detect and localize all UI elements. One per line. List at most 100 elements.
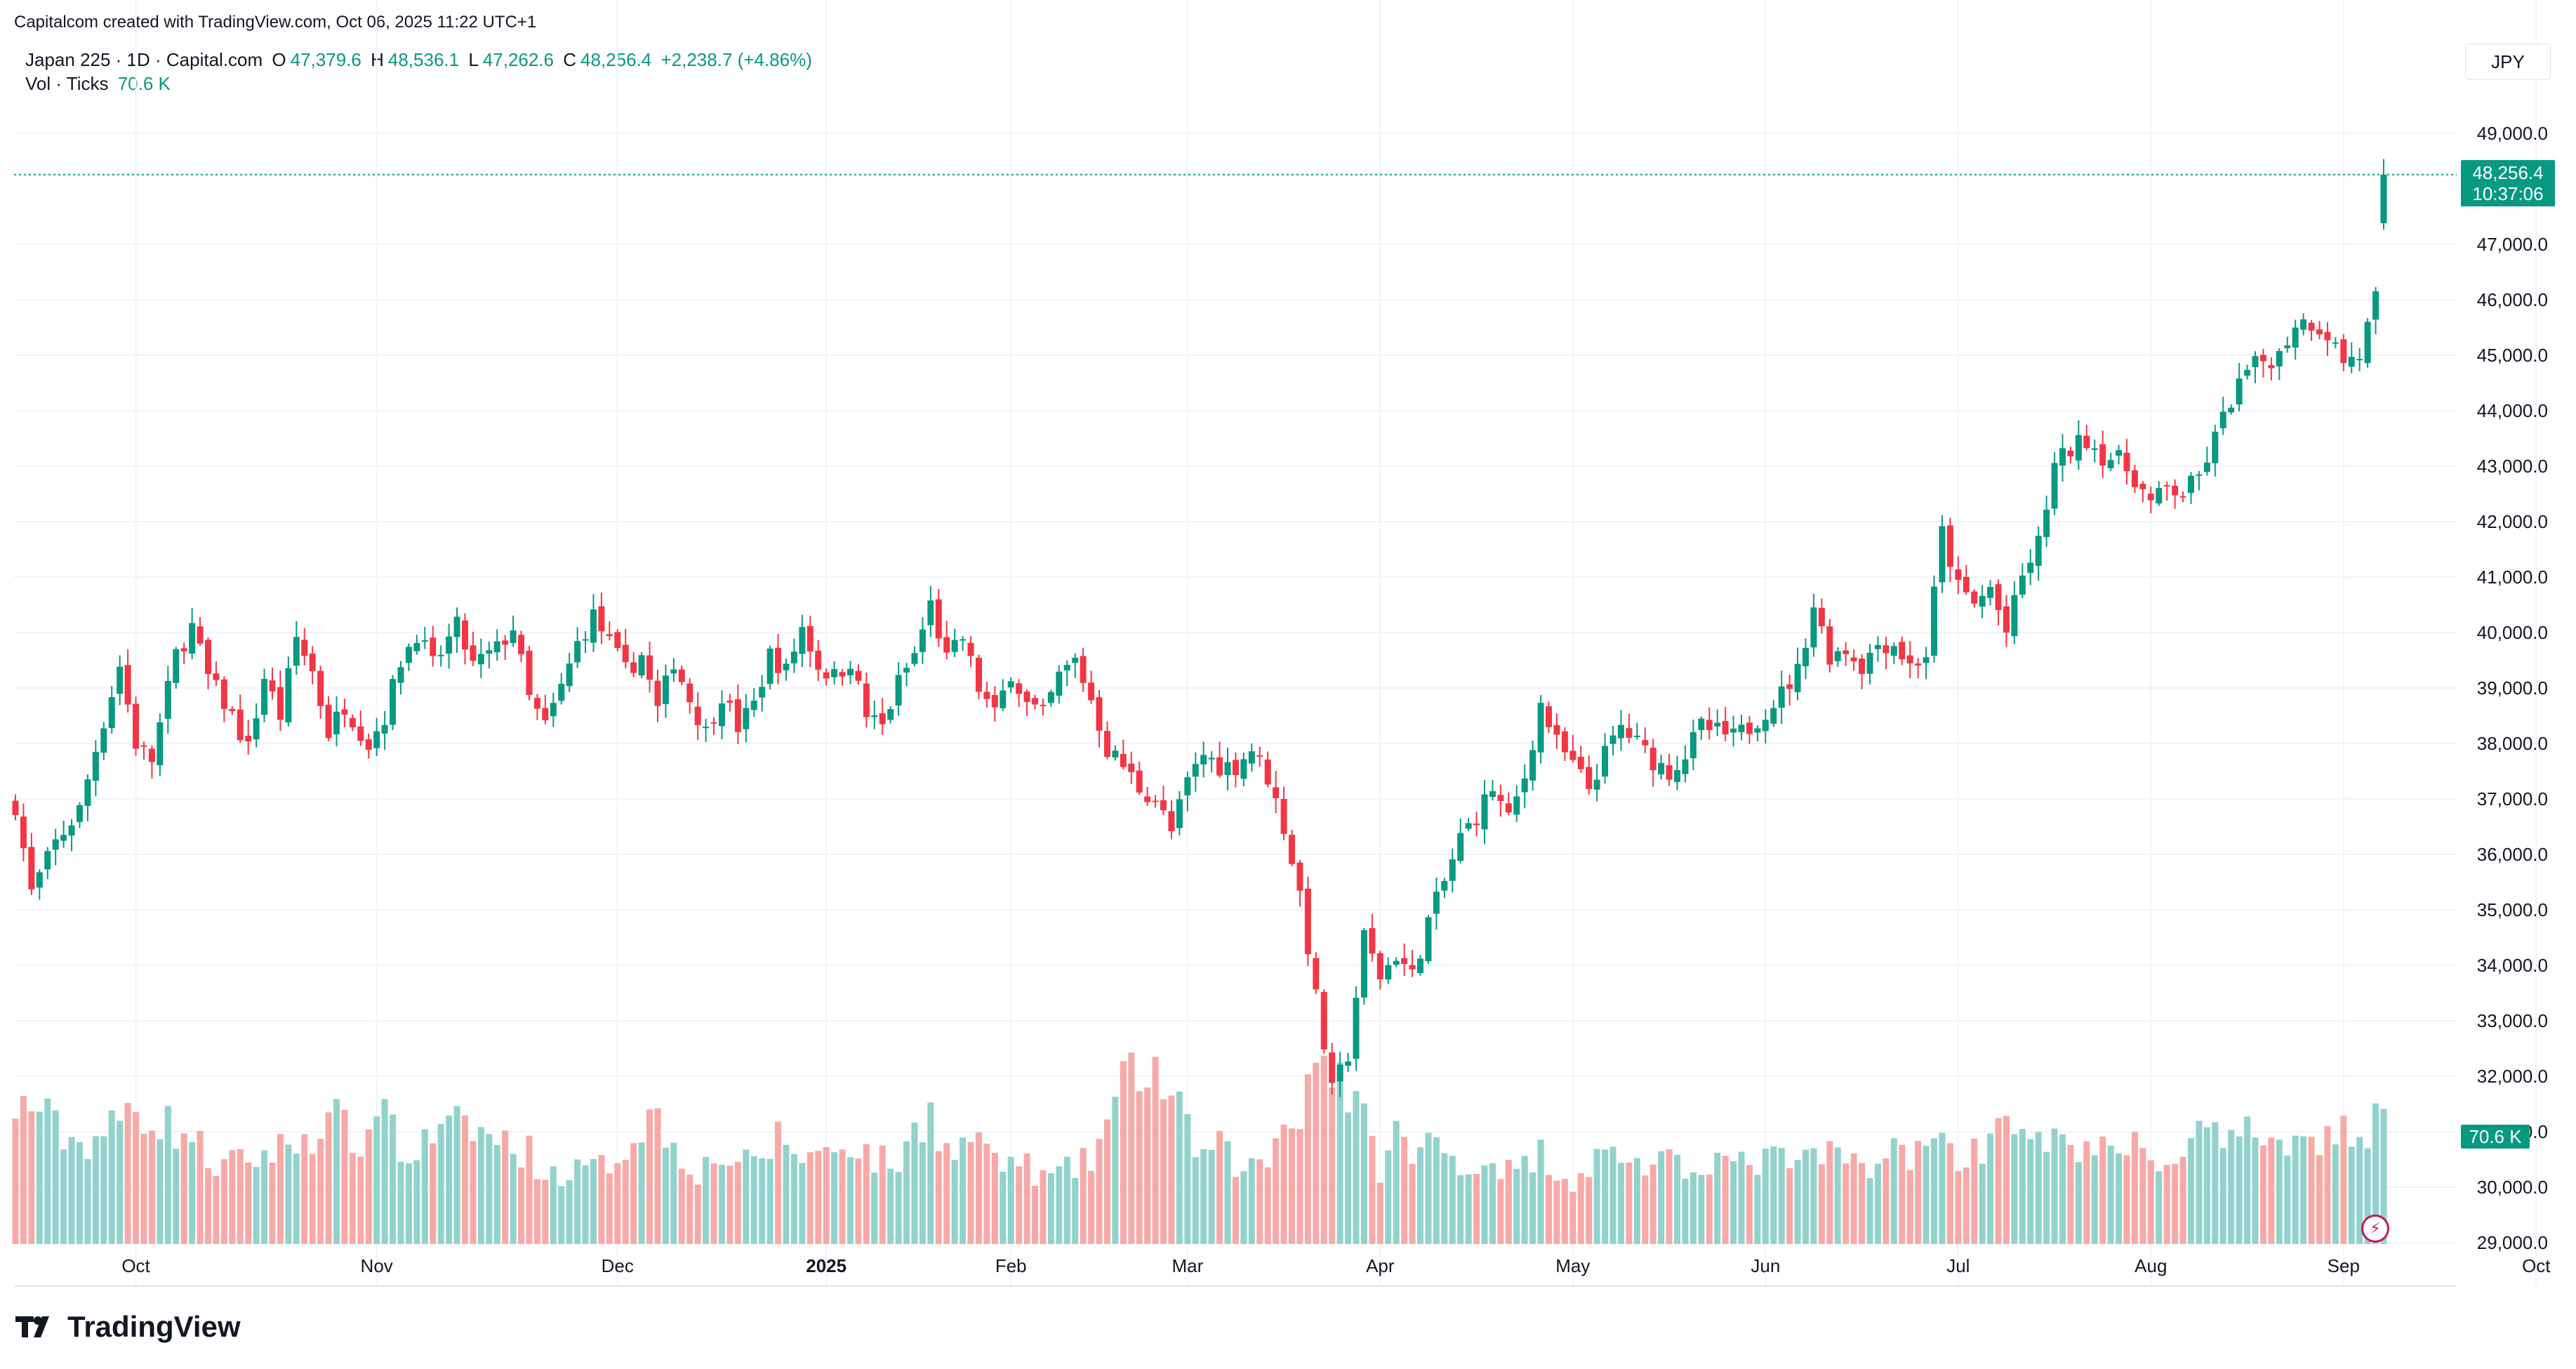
candle-body xyxy=(446,636,453,654)
candle-body xyxy=(2332,342,2339,344)
price-tick-label: 33,000.0 xyxy=(2477,1010,2548,1031)
volume-bar xyxy=(2300,1136,2307,1244)
candle-body xyxy=(1505,803,1512,813)
candle-body xyxy=(405,647,412,663)
volume-bar xyxy=(935,1151,942,1244)
candle-body xyxy=(743,708,750,729)
candle-body xyxy=(1063,665,1070,671)
candle-body xyxy=(2324,331,2331,340)
currency-unit-button[interactable]: JPY xyxy=(2465,44,2551,80)
volume-bar xyxy=(1706,1175,1713,1244)
volume-bar xyxy=(1754,1175,1761,1244)
close-label: C xyxy=(563,49,577,70)
candle-body xyxy=(1569,750,1576,760)
candle-body xyxy=(2212,431,2219,463)
candle-body xyxy=(1642,740,1649,746)
last-price-value: 48,256.4 xyxy=(2472,162,2544,183)
candle-body xyxy=(1802,647,1810,667)
candle-body xyxy=(1529,750,1536,781)
volume-bar xyxy=(887,1168,894,1244)
candle-body xyxy=(1818,607,1825,627)
candle-body xyxy=(2188,475,2195,494)
volume-bar xyxy=(1529,1172,1536,1244)
volume-bar xyxy=(92,1136,99,1244)
volume-bar xyxy=(847,1157,854,1244)
volume-bar xyxy=(2123,1155,2130,1244)
high-value: 48,536.1 xyxy=(387,49,460,70)
volume-bar xyxy=(357,1156,364,1244)
candle-body xyxy=(1923,657,1930,663)
candle-body xyxy=(333,711,340,734)
volume-bar xyxy=(277,1134,284,1244)
tradingview-logo[interactable]: TradingView xyxy=(15,1310,241,1344)
price-tick-label: 43,000.0 xyxy=(2477,456,2548,477)
volume-bar xyxy=(2003,1116,2010,1244)
volume-bar xyxy=(1441,1153,1448,1244)
candle-body xyxy=(855,670,862,681)
volume-bar xyxy=(1128,1052,1135,1244)
volume-bar xyxy=(1971,1138,1978,1244)
candle-body xyxy=(1537,703,1544,753)
volume-bar xyxy=(1120,1061,1127,1244)
volume-bar xyxy=(2163,1165,2170,1244)
candle-body xyxy=(1096,697,1103,731)
candle-body xyxy=(863,683,870,717)
volume-bar xyxy=(189,1142,196,1244)
time-tick-label: Sep xyxy=(2328,1255,2360,1276)
volume-bar xyxy=(2236,1136,2243,1244)
volume-bar xyxy=(28,1111,35,1244)
volume-bar xyxy=(806,1152,814,1244)
candle-body xyxy=(2019,575,2026,595)
volume-bar xyxy=(20,1096,27,1244)
symbol-label[interactable]: Japan 225 · 1D · Capital.com xyxy=(25,49,263,70)
volume-bar xyxy=(2139,1148,2146,1244)
candle-body xyxy=(20,816,27,849)
candle-body xyxy=(1979,595,1986,607)
volume-bar xyxy=(967,1142,974,1244)
volume-bar xyxy=(180,1133,187,1244)
candle-body xyxy=(1666,765,1673,780)
candle-body xyxy=(1546,706,1553,727)
volume-bar xyxy=(1979,1163,1986,1244)
candle-body xyxy=(1040,704,1047,706)
low-value: 47,262.6 xyxy=(482,49,555,70)
candle-body xyxy=(1602,746,1609,777)
candle-body xyxy=(806,626,814,652)
volume-bar xyxy=(1850,1153,1857,1244)
volume-bar xyxy=(1409,1164,1416,1244)
candle-body xyxy=(1152,800,1159,802)
volume-bar xyxy=(2228,1130,2235,1244)
candle-body xyxy=(1714,722,1721,727)
volume-bar xyxy=(1939,1132,1946,1244)
time-tick-label: Dec xyxy=(602,1255,634,1276)
candle-body xyxy=(1184,777,1191,795)
volume-bar xyxy=(2252,1137,2259,1244)
volume-bar xyxy=(253,1167,260,1244)
volume-bar xyxy=(1240,1171,1247,1244)
candle-body xyxy=(1955,569,1962,580)
volume-bar xyxy=(1577,1173,1584,1244)
volume-bar xyxy=(903,1141,910,1244)
volume-bar xyxy=(2099,1136,2106,1244)
candle-body xyxy=(2356,359,2363,361)
lightning-icon[interactable]: ⚡ xyxy=(2361,1215,2389,1243)
candle-body xyxy=(1762,720,1769,732)
volume-bar xyxy=(863,1144,870,1244)
candle-body xyxy=(975,657,982,692)
candle-body xyxy=(197,626,204,644)
candle-body xyxy=(430,637,437,656)
volume-bar xyxy=(1738,1151,1745,1244)
volume-bar xyxy=(1521,1156,1528,1244)
volume-bar xyxy=(1376,1182,1383,1244)
candle-body xyxy=(646,655,653,680)
candle-body xyxy=(1144,796,1151,802)
candle-body xyxy=(574,641,581,663)
candle-body xyxy=(1778,686,1785,708)
candle-body xyxy=(2059,448,2066,466)
candle-body xyxy=(117,666,124,694)
volume-label[interactable]: Vol · Ticks xyxy=(25,73,109,94)
volume-bar xyxy=(638,1142,645,1244)
volume-bar xyxy=(1320,1055,1327,1244)
volume-bar xyxy=(871,1172,878,1244)
